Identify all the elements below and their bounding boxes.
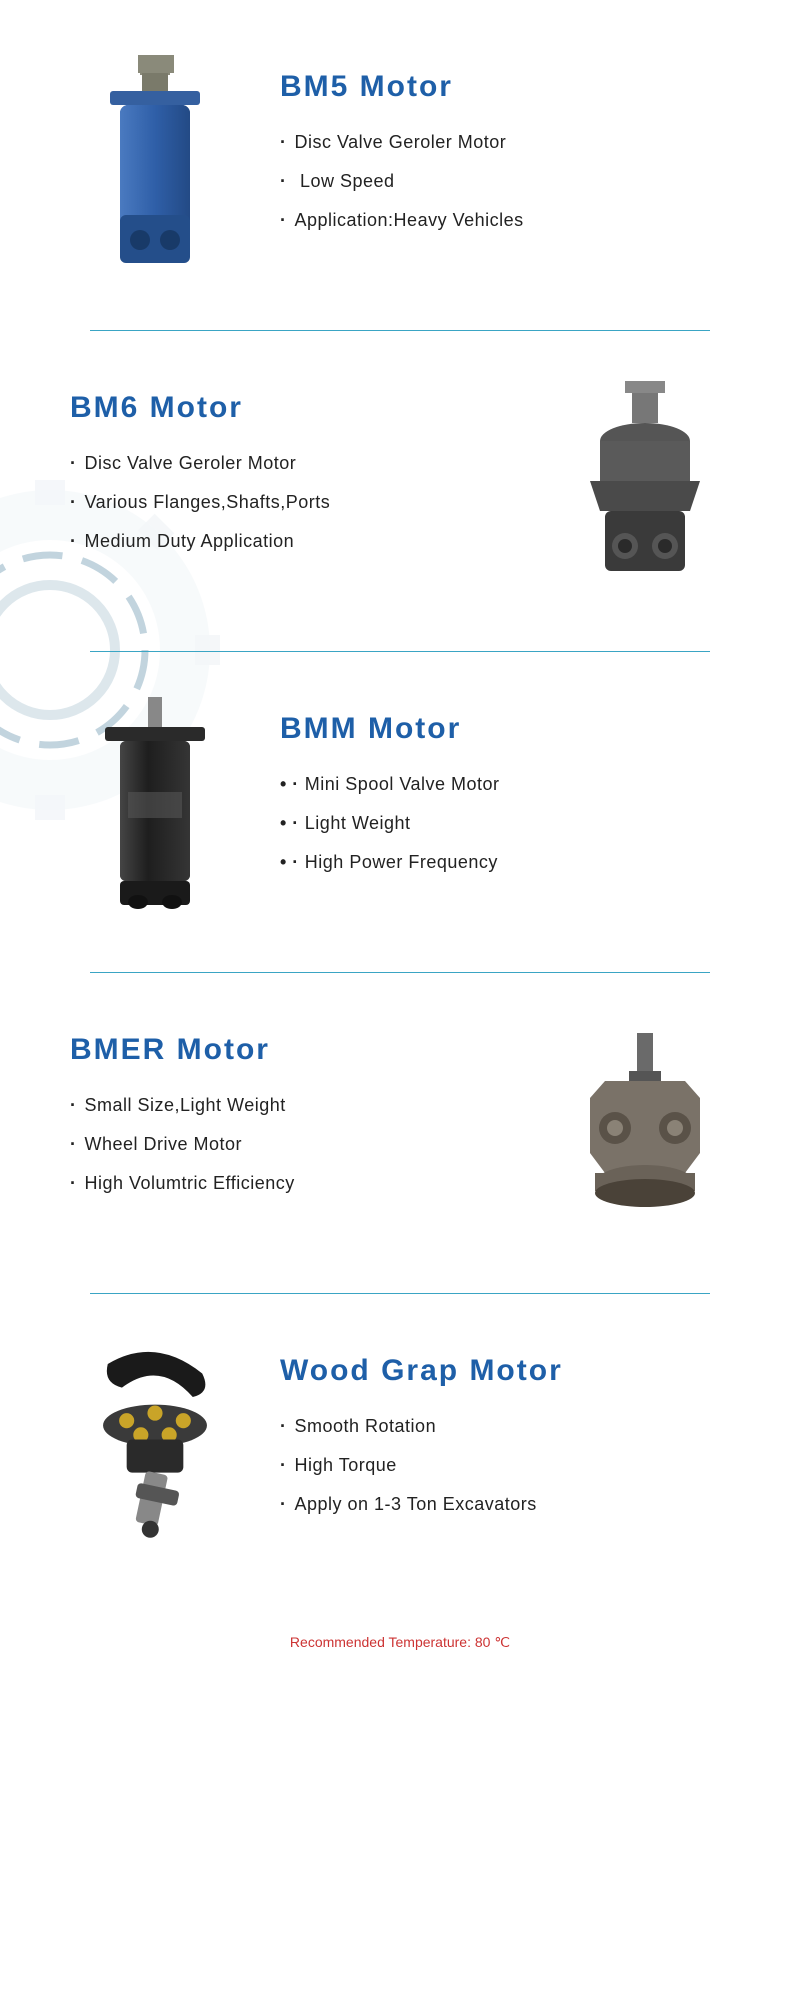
bmm-image xyxy=(70,692,240,922)
bmm-feature-0: Mini Spool Valve Motor xyxy=(280,774,730,795)
bm5-text: BM5 Motor Disc Valve Geroler Motor Low Sp… xyxy=(280,50,730,249)
divider-0 xyxy=(90,330,710,331)
bmer-feature-1: Wheel Drive Motor xyxy=(70,1134,520,1155)
woodgrap-title: Wood Grap Motor xyxy=(280,1354,730,1388)
bmm-text: BMM Motor Mini Spool Valve Motor Light Wei… xyxy=(280,692,730,891)
bm5-image xyxy=(70,50,240,280)
product-list: BM5 Motor Disc Valve Geroler Motor Low Sp… xyxy=(0,0,800,1651)
bmm-features: Mini Spool Valve Motor Light Weight High P… xyxy=(280,774,730,873)
divider-3 xyxy=(90,1293,710,1294)
bm6-title: BM6 Motor xyxy=(70,391,520,425)
bm5-features: Disc Valve Geroler Motor Low Speed Applic… xyxy=(280,132,730,231)
bm6-feature-2: Medium Duty Application xyxy=(70,531,520,552)
bm6-feature-1: Various Flanges,Shafts,Ports xyxy=(70,492,520,513)
bmer-feature-2: High Volumtric Efficiency xyxy=(70,1173,520,1194)
bm6-text: BM6 Motor Disc Valve Geroler Motor Various… xyxy=(70,371,520,570)
product-section-bm5: BM5 Motor Disc Valve Geroler Motor Low Sp… xyxy=(70,20,730,320)
bm5-feature-0: Disc Valve Geroler Motor xyxy=(280,132,730,153)
woodgrap-feature-2: Apply on 1-3 Ton Excavators xyxy=(280,1494,730,1515)
woodgrap-features: Smooth Rotation High Torque Apply on 1-3 T… xyxy=(280,1416,730,1515)
bm6-feature-0: Disc Valve Geroler Motor xyxy=(70,453,520,474)
product-section-bm6: BM6 Motor Disc Valve Geroler Motor Various… xyxy=(70,341,730,641)
woodgrap-feature-1: High Torque xyxy=(280,1455,730,1476)
bmer-feature-0: Small Size,Light Weight xyxy=(70,1095,520,1116)
product-section-bmm: BMM Motor Mini Spool Valve Motor Light Wei… xyxy=(70,662,730,962)
bm6-image xyxy=(560,371,730,601)
bmer-features: Small Size,Light Weight Wheel Drive Motor… xyxy=(70,1095,520,1194)
woodgrap-image xyxy=(70,1334,240,1564)
bmer-title: BMER Motor xyxy=(70,1033,520,1067)
bm5-feature-2: Application:Heavy Vehicles xyxy=(280,210,730,231)
bmm-title: BMM Motor xyxy=(280,712,730,746)
woodgrap-feature-0: Smooth Rotation xyxy=(280,1416,730,1437)
bm6-features: Disc Valve Geroler Motor Various Flanges,… xyxy=(70,453,520,552)
divider-2 xyxy=(90,972,710,973)
bmer-image xyxy=(560,1013,730,1243)
bmer-text: BMER Motor Small Size,Light Weight Wheel D… xyxy=(70,1013,520,1212)
woodgrap-text: Wood Grap Motor Smooth Rotation High Torqu… xyxy=(280,1334,730,1533)
product-section-woodgrap: Wood Grap Motor Smooth Rotation High Torqu… xyxy=(70,1304,730,1604)
divider-1 xyxy=(90,651,710,652)
bmm-feature-1: Light Weight xyxy=(280,813,730,834)
footer-note: Recommended Temperature: 80 ℃ xyxy=(70,1634,730,1651)
bm5-feature-1: Low Speed xyxy=(280,171,730,192)
bmm-feature-2: High Power Frequency xyxy=(280,852,730,873)
bm5-title: BM5 Motor xyxy=(280,70,730,104)
product-section-bmer: BMER Motor Small Size,Light Weight Wheel D… xyxy=(70,983,730,1283)
